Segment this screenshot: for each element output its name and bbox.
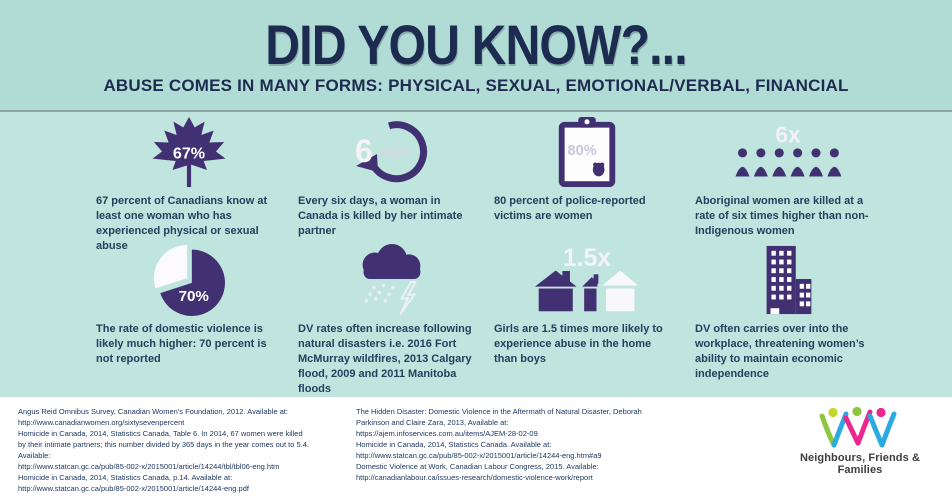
stat-not-reported: 70% The rate of domestic violence is lik…: [96, 244, 282, 367]
citation-line: http://www.canadianwomen.org/sixtysevenp…: [18, 418, 185, 427]
stats-grid: 67% 67 percent of Canadians know at leas…: [0, 112, 952, 397]
stat-canadians-know: 67% 67 percent of Canadians know at leas…: [96, 116, 282, 254]
citation-line: The Hidden Disaster: Domestic Violence i…: [356, 407, 642, 416]
building-icon: [695, 244, 881, 316]
citations-column-1: Angus Reid Omnibus Survey, Canadian Wome…: [18, 406, 309, 494]
stat-value: 70%: [179, 288, 210, 305]
stat-text: The rate of domestic violence is likely …: [96, 323, 267, 365]
citation-line: Homicide in Canada, 2014, Statistics Can…: [18, 429, 303, 438]
stat-girls-abuse: 1.5x Girls are 1.5 times more likely to …: [494, 244, 680, 367]
citation-line: Homicide in Canada, 2014, Statistics Can…: [356, 440, 552, 449]
citation-line: Homicide in Canada, 2014, Statistics Can…: [18, 473, 233, 482]
logo-text: Neighbours, Friends & Families: [799, 452, 921, 476]
stat-value: 6x: [775, 121, 801, 147]
stat-text: 67 percent of Canadians know at least on…: [96, 195, 268, 252]
citation-line: Domestic Violence at Work, Canadian Labo…: [356, 462, 599, 471]
stat-workplace: DV often carries over into the workplace…: [695, 244, 881, 382]
footer: Angus Reid Omnibus Survey, Canadian Wome…: [0, 397, 952, 500]
header: DID YOU KNOW?... ABUSE COMES IN MANY FOR…: [0, 0, 952, 112]
stat-text: 80 percent of police-reported victims ar…: [494, 195, 646, 222]
people-row-icon: 6x: [695, 116, 881, 188]
circular-arrow-icon: 6 days: [298, 116, 484, 188]
houses-icon: 1.5x: [494, 244, 680, 316]
maple-leaf-icon: 67%: [96, 116, 282, 188]
clipboard-icon: 80%: [494, 116, 680, 188]
stat-value: 6: [355, 133, 373, 169]
citation-line: http://www.statcan.gc.ca/pub/85-002-x/20…: [18, 484, 249, 493]
storm-cloud-icon: [298, 244, 484, 316]
nff-logo-figures-icon: [819, 407, 897, 448]
stat-text: DV rates often increase following natura…: [298, 323, 472, 395]
stat-aboriginal-women: 6x Aboriginal women are killed at a rate…: [695, 116, 881, 239]
nff-logo: Neighbours, Friends & Families: [785, 407, 935, 476]
stat-six-days: 6 days Every six days, a woman in Canada…: [298, 116, 484, 239]
citation-line: Available:: [18, 451, 51, 460]
citation-line: https://ajem.infoservices.com.au/items/A…: [356, 429, 538, 438]
citations-column-2: The Hidden Disaster: Domestic Violence i…: [356, 406, 642, 483]
stat-text: Girls are 1.5 times more likely to exper…: [494, 323, 663, 365]
citation-line: Angus Reid Omnibus Survey, Canadian Wome…: [18, 407, 288, 416]
stat-value: 80%: [568, 143, 597, 159]
stat-natural-disasters: DV rates often increase following natura…: [298, 244, 484, 397]
citation-line: by their intimate partners; this number …: [18, 440, 309, 449]
pie-chart-icon: 70%: [96, 244, 282, 316]
stat-value: 67%: [173, 145, 205, 163]
citation-line: http://www.statcan.gc.ca/pub/85-002-x/20…: [356, 451, 602, 460]
stat-text: DV often carries over into the workplace…: [695, 323, 865, 380]
stat-text: Aboriginal women are killed at a rate of…: [695, 195, 869, 237]
stat-police-reported: 80% 80 percent of police-reported victim…: [494, 116, 680, 224]
citation-line: http://www.statcan.gc.ca/pub/85-002-x/20…: [18, 462, 280, 471]
citation-line: http://canadianlabour.ca/issues-research…: [356, 473, 593, 482]
stat-value: 1.5x: [563, 245, 611, 272]
stat-text: Every six days, a woman in Canada is kil…: [298, 195, 463, 237]
page-title: DID YOU KNOW?...: [265, 13, 687, 76]
citation-line: Parkinson and Claire Zara, 2013, Availab…: [356, 418, 509, 427]
stat-unit: days: [380, 144, 410, 159]
page-subtitle: ABUSE COMES IN MANY FORMS: PHYSICAL, SEX…: [103, 76, 849, 95]
